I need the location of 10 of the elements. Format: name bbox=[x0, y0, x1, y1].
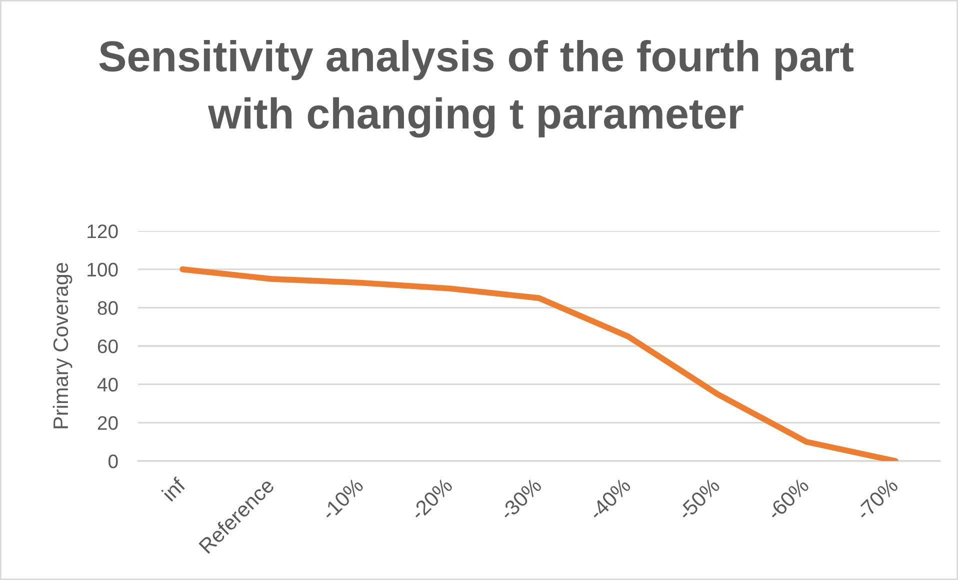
y-tick-label: 120 bbox=[88, 224, 118, 238]
chart-title: Sensitivity analysis of the fourth part with changing t parameter bbox=[99, 40, 854, 138]
y-tick-label: 100 bbox=[88, 262, 118, 277]
y-tick-label: 20 bbox=[98, 416, 118, 430]
y-axis-title: Primary Coverage bbox=[52, 262, 72, 428]
y-tick-label: 60 bbox=[98, 339, 118, 354]
y-tick-label: 80 bbox=[98, 301, 118, 315]
y-tick-label: 40 bbox=[97, 378, 118, 392]
x-tick-label: inf bbox=[161, 476, 186, 502]
y-tick-label: 0 bbox=[108, 454, 118, 468]
